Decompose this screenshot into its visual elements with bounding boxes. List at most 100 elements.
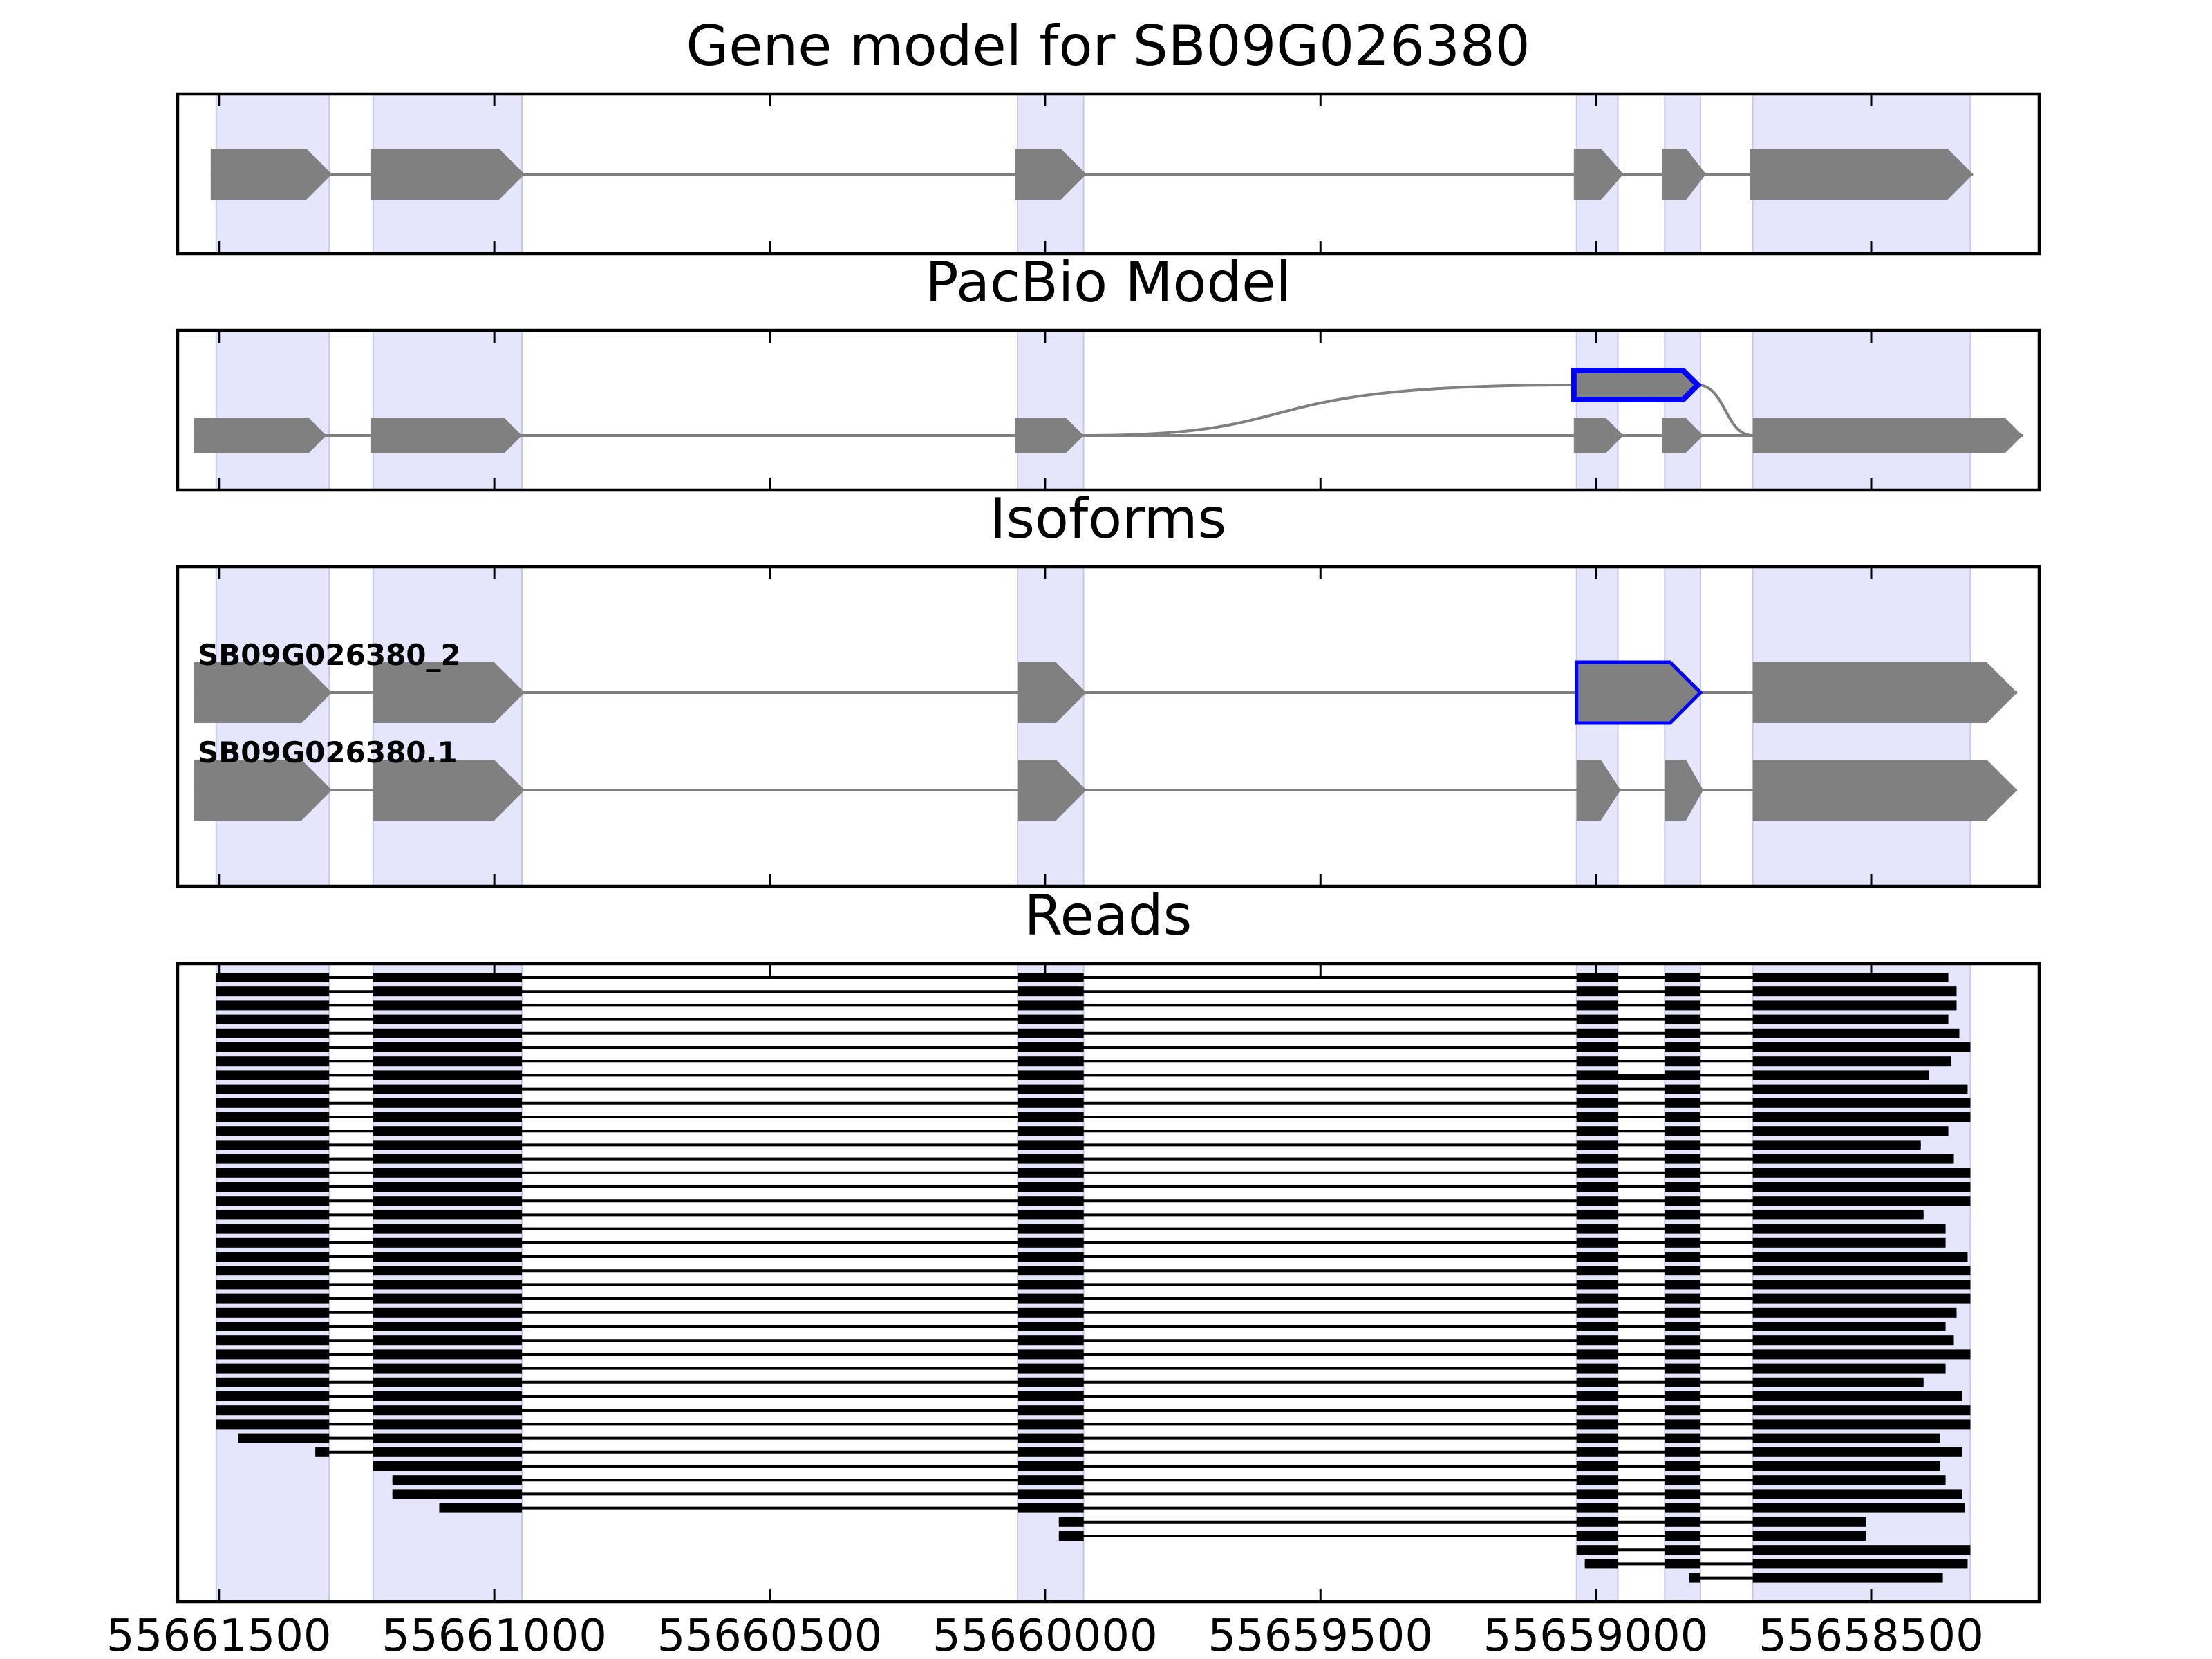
read-exon [216, 1056, 330, 1067]
panel-title-isoforms: Isoforms [990, 487, 1226, 551]
read-exon [1752, 1349, 1971, 1360]
isoform-label: SB09G026380_2 [198, 638, 461, 672]
read-exon [1576, 1293, 1618, 1304]
exon-block [1662, 149, 1706, 200]
read-exon [1752, 1322, 1946, 1331]
read-exon [1752, 1098, 1971, 1108]
read-exon [1576, 1307, 1618, 1318]
read-exon [216, 1405, 330, 1416]
read-exon [1018, 1405, 1084, 1416]
read-row [216, 1377, 1924, 1387]
x-tick-label: 55660500 [657, 1611, 883, 1659]
read-exon [1018, 1070, 1084, 1080]
read-exon [1665, 1182, 1701, 1192]
read-exon [1018, 1266, 1084, 1276]
read-exon [1576, 1098, 1618, 1108]
read-exon [216, 1252, 330, 1262]
read-exon [1665, 1014, 1701, 1024]
read-exon [1018, 1084, 1084, 1094]
read-exon [315, 1447, 327, 1457]
highlight-band [372, 330, 523, 491]
read-exon [1018, 1154, 1084, 1164]
read-exon [1752, 1084, 1968, 1094]
read-exon [1665, 1168, 1701, 1178]
read-exon [1752, 1237, 1946, 1248]
read-exon [1576, 1140, 1618, 1150]
read-exon [373, 1363, 522, 1374]
read-exon [216, 1126, 330, 1136]
read-exon [373, 1042, 522, 1052]
exon-block [370, 149, 525, 200]
read-exon [1752, 1280, 1971, 1290]
read-exon [1665, 1419, 1701, 1430]
exon-block [373, 760, 525, 821]
read-exon [1018, 986, 1084, 997]
read-exon [373, 1433, 522, 1443]
read-row [1058, 1531, 1866, 1541]
read-exon [1576, 1419, 1618, 1430]
read-exon [216, 1014, 330, 1024]
read-exon [1665, 1322, 1701, 1331]
read-exon [1665, 1559, 1701, 1569]
read-exon [1576, 1447, 1618, 1457]
read-exon [1576, 1475, 1618, 1485]
read-exon [1752, 986, 1957, 997]
read-exon [216, 1154, 330, 1164]
read-exon [373, 1140, 522, 1150]
read-exon [1752, 1000, 1957, 1011]
read-exon [1576, 1363, 1618, 1374]
read-exon [1018, 1056, 1084, 1067]
panel-reads: Reads 55661500 55661000 55660500 55660000 55… [106, 883, 2041, 1659]
read-exon [1576, 1252, 1618, 1262]
read-exon [1752, 1489, 1962, 1499]
read-exon [373, 1419, 522, 1430]
read-row [216, 1014, 1949, 1024]
panel-gene-model: Gene model for SB09G026380 [176, 14, 2041, 256]
highlight-bands [215, 330, 1971, 491]
read-exon [373, 1084, 522, 1094]
read-exon [1665, 1237, 1701, 1248]
read-exon [1665, 1363, 1701, 1374]
read-row [216, 1266, 1971, 1276]
read-exon [216, 1210, 330, 1220]
read-exon [1665, 1224, 1701, 1234]
read-exon [1665, 1056, 1701, 1067]
read-exon [1018, 1307, 1084, 1318]
exon-block [1752, 760, 2018, 821]
read-exon [1665, 1531, 1701, 1541]
read-exon [1576, 1042, 1618, 1052]
exon-block [1750, 149, 1974, 200]
read-row [216, 1293, 1971, 1304]
read-exon [216, 1391, 330, 1401]
read-row [216, 1280, 1971, 1290]
read-exon [1018, 1098, 1084, 1108]
read-exon [216, 1322, 330, 1331]
exon-block [373, 662, 525, 723]
read-exon [1689, 1573, 1701, 1583]
read-row [216, 1126, 1949, 1136]
read-exon [373, 1447, 522, 1457]
read-row [216, 1335, 1954, 1346]
read-exon [1665, 1405, 1701, 1416]
read-exon [216, 1000, 330, 1011]
read-exon [1752, 1405, 1971, 1416]
axis-ticks [218, 964, 1873, 1602]
read-row [1576, 1545, 1971, 1555]
read-exon [1576, 973, 1618, 982]
read-row [216, 986, 1957, 997]
read-exon [1018, 1293, 1084, 1304]
exon-block [1015, 418, 1084, 453]
read-exon [1665, 1210, 1701, 1220]
read-exon [373, 1168, 522, 1178]
read-exon [216, 1419, 330, 1430]
read-exon [1584, 1559, 1618, 1569]
read-exon [1665, 1000, 1701, 1011]
read-exon [373, 986, 522, 997]
read-exon [373, 1391, 522, 1401]
read-row [216, 1252, 1968, 1262]
read-exon [373, 973, 522, 982]
read-exon [1018, 1028, 1084, 1038]
read-exon [1018, 1391, 1084, 1401]
read-exon [1018, 1112, 1084, 1122]
read-exon [1576, 1056, 1618, 1067]
